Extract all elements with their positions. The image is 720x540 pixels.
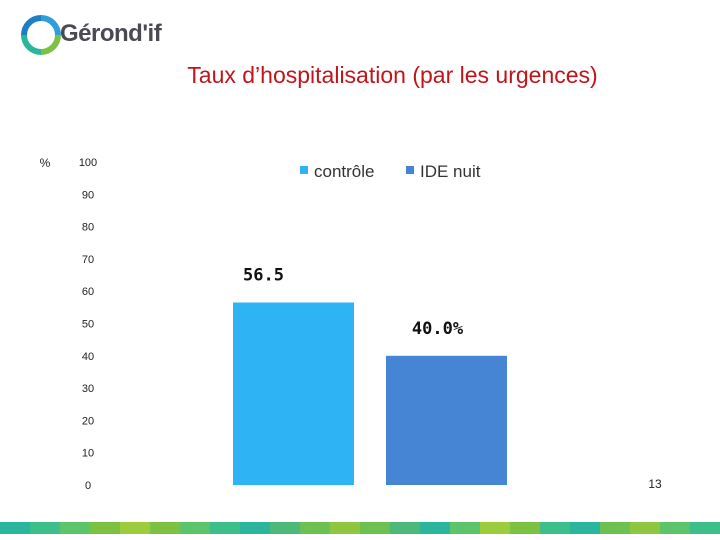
data-label: 40.0%	[412, 319, 464, 339]
footer-bar-segment	[330, 522, 360, 534]
footer-bar-segment	[0, 522, 30, 534]
footer-bar-segment	[60, 522, 90, 534]
y-tick-label: 50	[82, 319, 94, 331]
footer-bar-segment	[240, 522, 270, 534]
footer-bar-segment	[540, 522, 570, 534]
footer-bar-segment	[390, 522, 420, 534]
data-label: 56.5	[243, 266, 284, 286]
footer-bar-segment	[90, 522, 120, 534]
footer-bar-segment	[630, 522, 660, 534]
bar-controle	[233, 302, 354, 485]
legend-swatch	[300, 166, 308, 174]
footer-bar-segment	[510, 522, 540, 534]
y-tick-label: 90	[82, 189, 94, 201]
footer-bar-segment	[600, 522, 630, 534]
footer-bar-segment	[120, 522, 150, 534]
footer-bar-segment	[180, 522, 210, 534]
bar-chart: % 0 10 20 30 40 50 60 70 80 90 100 contrôle IDE nui…	[40, 156, 507, 492]
geronif-logo-icon	[21, 15, 61, 55]
y-tick-label: 10	[82, 448, 94, 460]
y-tick-label: 0	[85, 480, 91, 492]
footer-bar-segment	[480, 522, 510, 534]
footer-bar-segment	[210, 522, 240, 534]
y-axis-label: %	[40, 156, 51, 170]
legend-label: contrôle	[314, 162, 374, 181]
chart-title: Taux d’hospitalisation (par les urgences…	[187, 62, 598, 88]
y-tick-label: 60	[82, 286, 94, 298]
bar-ide-nuit	[386, 355, 507, 485]
footer-bar-segment	[300, 522, 330, 534]
y-tick-label: 20	[82, 415, 94, 427]
footer-bar-segment	[360, 522, 390, 534]
y-tick-label: 40	[82, 351, 94, 363]
legend-label: IDE nuit	[420, 162, 481, 181]
legend-swatch	[406, 166, 414, 174]
footer-bar-segment	[450, 522, 480, 534]
footer-bar-segment	[420, 522, 450, 534]
footer-bar-segment	[150, 522, 180, 534]
y-tick-label: 80	[82, 222, 94, 234]
page-number: 13	[648, 477, 662, 491]
footer-bar-segment	[660, 522, 690, 534]
footer-bar-segment	[30, 522, 60, 534]
y-tick-label: 100	[79, 157, 97, 169]
y-tick-label: 30	[82, 383, 94, 395]
footer-bar-segment	[270, 522, 300, 534]
y-tick-label: 70	[82, 254, 94, 266]
footer-bar-segment	[570, 522, 600, 534]
footer-color-bar	[0, 522, 720, 534]
footer-bar-segment	[690, 522, 720, 534]
logo-text: Gérond'if	[60, 20, 162, 47]
